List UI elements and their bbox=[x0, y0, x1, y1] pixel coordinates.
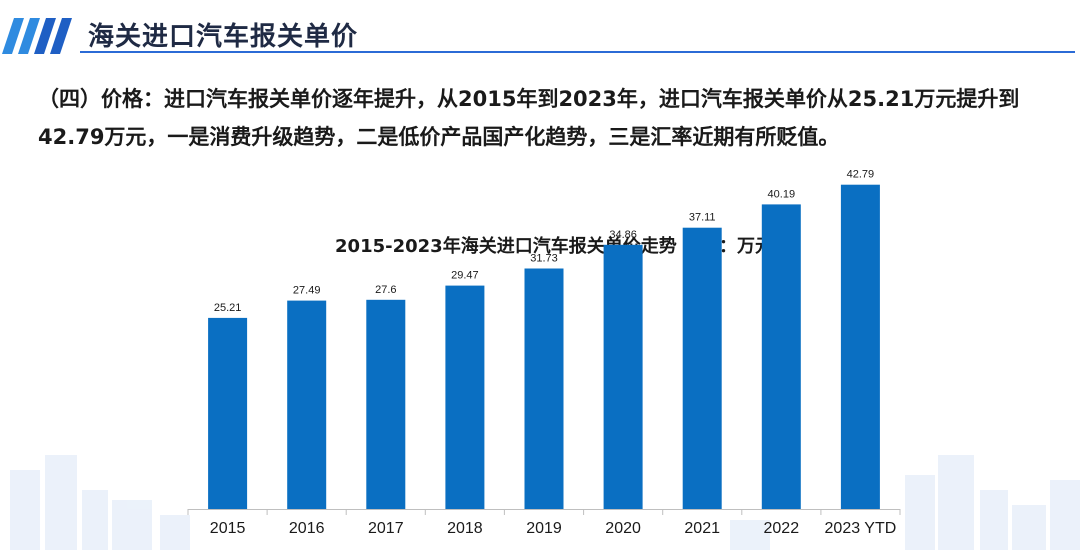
x-axis-ticks-group bbox=[187, 509, 901, 515]
value-labels-group: 25.21 27.49 27.6 29.47 31.73 34.86 37.11 40.19 4… bbox=[214, 169, 874, 314]
bar-2018 bbox=[445, 285, 485, 509]
bar-2020 bbox=[603, 244, 643, 510]
value-label: 40.19 bbox=[768, 188, 796, 200]
chart-title: 2015-2023年海关进口汽车报关单价走势 单位：万元 bbox=[335, 236, 773, 257]
bar-2021 bbox=[682, 227, 722, 509]
x-tick-label: 2022 bbox=[764, 520, 800, 537]
bar-2019 bbox=[524, 268, 564, 509]
x-tick-label: 2016 bbox=[289, 520, 325, 537]
bar-2016 bbox=[287, 300, 327, 509]
x-tick-label: 2023 YTD bbox=[825, 520, 897, 537]
header-stripes-icon bbox=[2, 18, 72, 54]
bar-2023-ytd bbox=[840, 184, 880, 509]
x-tick-label: 2019 bbox=[526, 520, 562, 537]
header: 海关进口汽车报关单价 bbox=[0, 0, 1080, 60]
header-divider bbox=[80, 51, 1075, 53]
value-label: 37.11 bbox=[689, 212, 716, 224]
value-label: 27.49 bbox=[293, 285, 321, 297]
x-tick-label: 2017 bbox=[368, 520, 404, 537]
x-tick-label: 2015 bbox=[210, 520, 246, 537]
x-tick-label: 2021 bbox=[684, 520, 720, 537]
bars-group bbox=[208, 184, 880, 510]
bar-2015 bbox=[208, 317, 248, 509]
value-label: 31.73 bbox=[530, 253, 558, 265]
value-label: 42.79 bbox=[847, 169, 875, 181]
value-label: 29.47 bbox=[451, 270, 479, 282]
page-title: 海关进口汽车报关单价 bbox=[88, 22, 359, 52]
x-axis-tick-labels-group: 2015 2016 2017 2018 2019 2020 2021 2022 2023 YTD bbox=[210, 520, 896, 537]
value-label: 34.86 bbox=[609, 229, 637, 241]
x-tick-label: 2020 bbox=[605, 520, 641, 537]
bar-2017 bbox=[366, 299, 406, 509]
description-text: （四）价格：进口汽车报关单价逐年提升，从2015年到2023年，进口汽车报关单价… bbox=[38, 87, 1020, 149]
value-label: 27.6 bbox=[375, 284, 396, 296]
x-tick-label: 2018 bbox=[447, 520, 483, 537]
value-label: 25.21 bbox=[214, 302, 242, 314]
bar-2022 bbox=[761, 204, 801, 509]
